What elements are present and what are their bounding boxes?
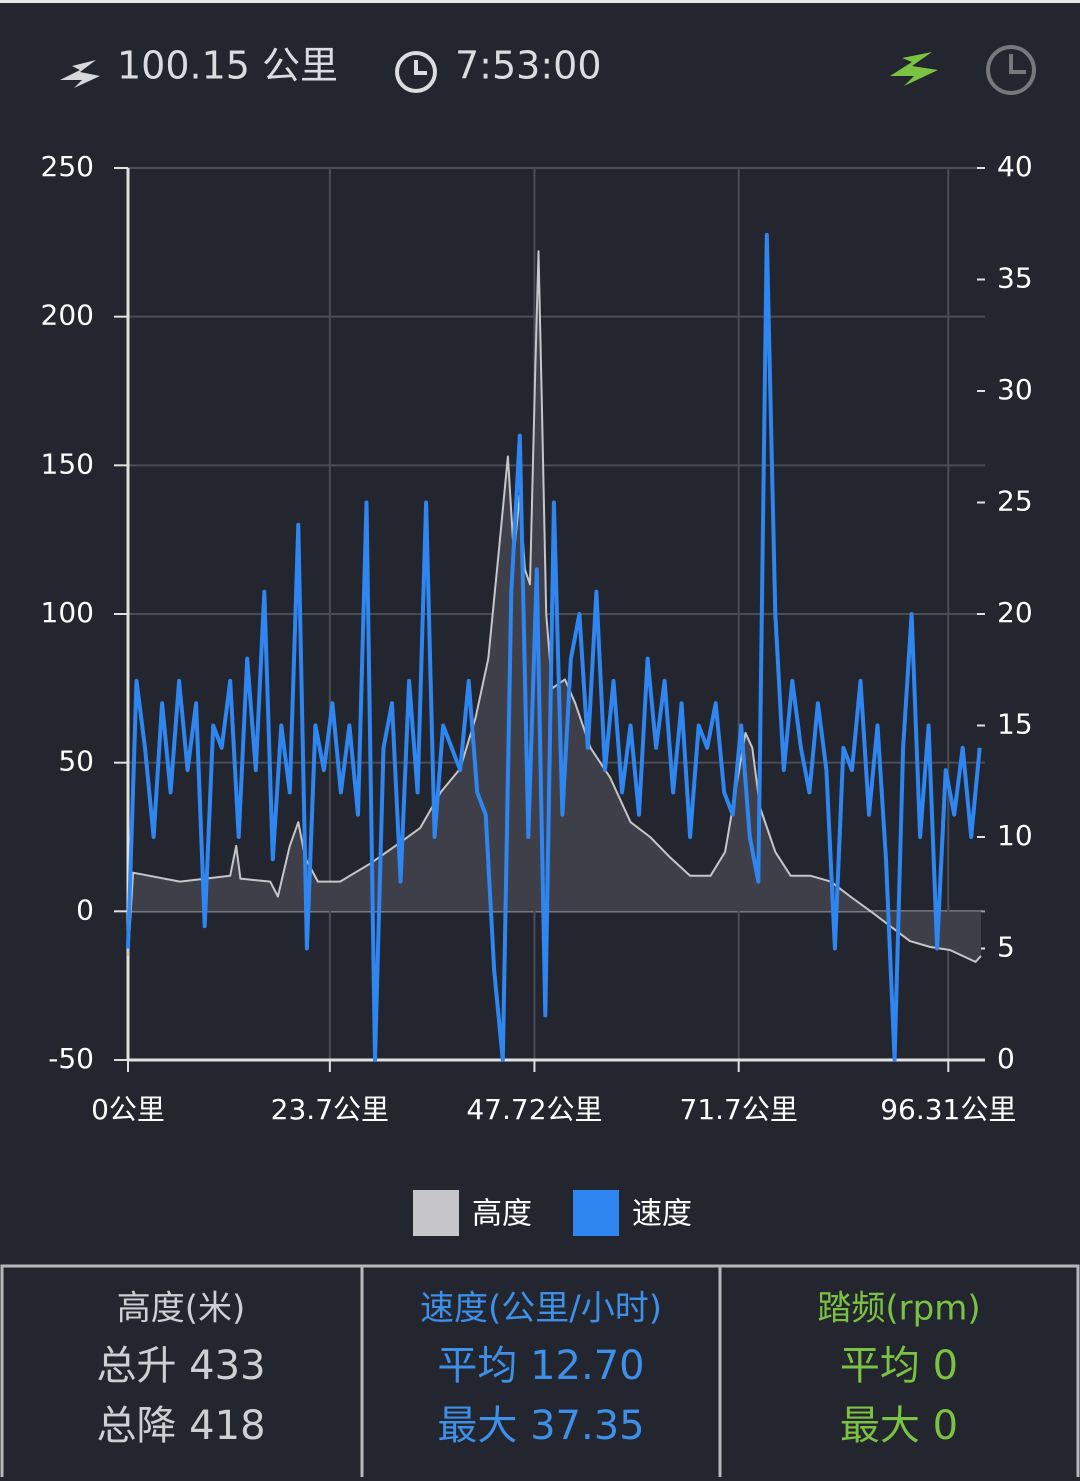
x-tick-label: 96.31公里: [880, 1093, 1016, 1126]
stat-title: 踏频(rpm): [817, 1289, 980, 1329]
y2-tick-label: 25: [997, 485, 1033, 518]
x-tick-label: 0公里: [91, 1093, 165, 1126]
legend-label: 速度: [632, 1197, 692, 1232]
y-tick-label: 200: [41, 299, 94, 332]
x-tick-label: 23.7公里: [271, 1093, 389, 1126]
y-tick-label: 100: [41, 596, 94, 629]
stats-cadence: 踏频(rpm) 平均 0 最大 0: [817, 1289, 980, 1450]
y2-tick-label: 30: [997, 373, 1033, 406]
elevation-line: [127, 250, 982, 963]
elevation-area: [128, 251, 981, 962]
x-tick-label: 47.72公里: [466, 1093, 602, 1126]
stats-frame: [0, 1264, 1080, 1481]
stat-value: 平均 0: [840, 1343, 958, 1389]
clock-icon: [395, 51, 437, 93]
stat-value: 最大 37.35: [437, 1403, 644, 1449]
speed-line: [126, 232, 982, 1062]
y2-tick-label: 15: [997, 708, 1033, 741]
stat-value: 平均 12.70: [437, 1343, 644, 1389]
legend-label: 高度: [472, 1197, 532, 1232]
chart: -50 0 50 100 150 200 250 0 5 10 15 20 25 30 35 40 0公里 23.…: [41, 150, 1033, 1126]
stats-speed: 速度(公里/小时) 平均 12.70 最大 37.35: [420, 1289, 662, 1450]
stat-value: 总降 418: [96, 1403, 265, 1449]
y-tick-label: 0: [76, 893, 94, 926]
time-toggle[interactable]: [986, 45, 1036, 95]
y2-tick-label: 0: [997, 1042, 1015, 1075]
y2-tick-label: 5: [997, 931, 1015, 964]
y2-tick-label: 35: [997, 262, 1033, 295]
y2-tick-label: 10: [997, 819, 1033, 852]
y2-tick-label: 40: [997, 150, 1033, 183]
y-tick-label: 50: [58, 745, 94, 778]
legend-swatch: [413, 1190, 459, 1236]
distance: 100.15 公里: [117, 44, 338, 88]
x-tick-label: 71.7公里: [680, 1093, 798, 1126]
stat-title: 速度(公里/小时): [420, 1289, 662, 1329]
y-tick-label: 150: [41, 447, 94, 480]
legend-swatch: [573, 1190, 619, 1236]
distance-toggle[interactable]: [890, 52, 938, 86]
y-tick-label: 250: [41, 150, 94, 183]
duration: 7:53:00: [455, 44, 602, 88]
stat-value: 最大 0: [840, 1403, 958, 1449]
stat-title: 高度(米): [117, 1289, 246, 1329]
y-tick-label: -50: [48, 1042, 94, 1075]
stats-elevation: 高度(米) 总升 433 总降 418: [96, 1289, 265, 1450]
top-edge: [0, 0, 1080, 3]
y2-tick-label: 20: [997, 596, 1033, 629]
route-icon: [60, 60, 100, 88]
stat-value: 总升 433: [96, 1343, 265, 1389]
